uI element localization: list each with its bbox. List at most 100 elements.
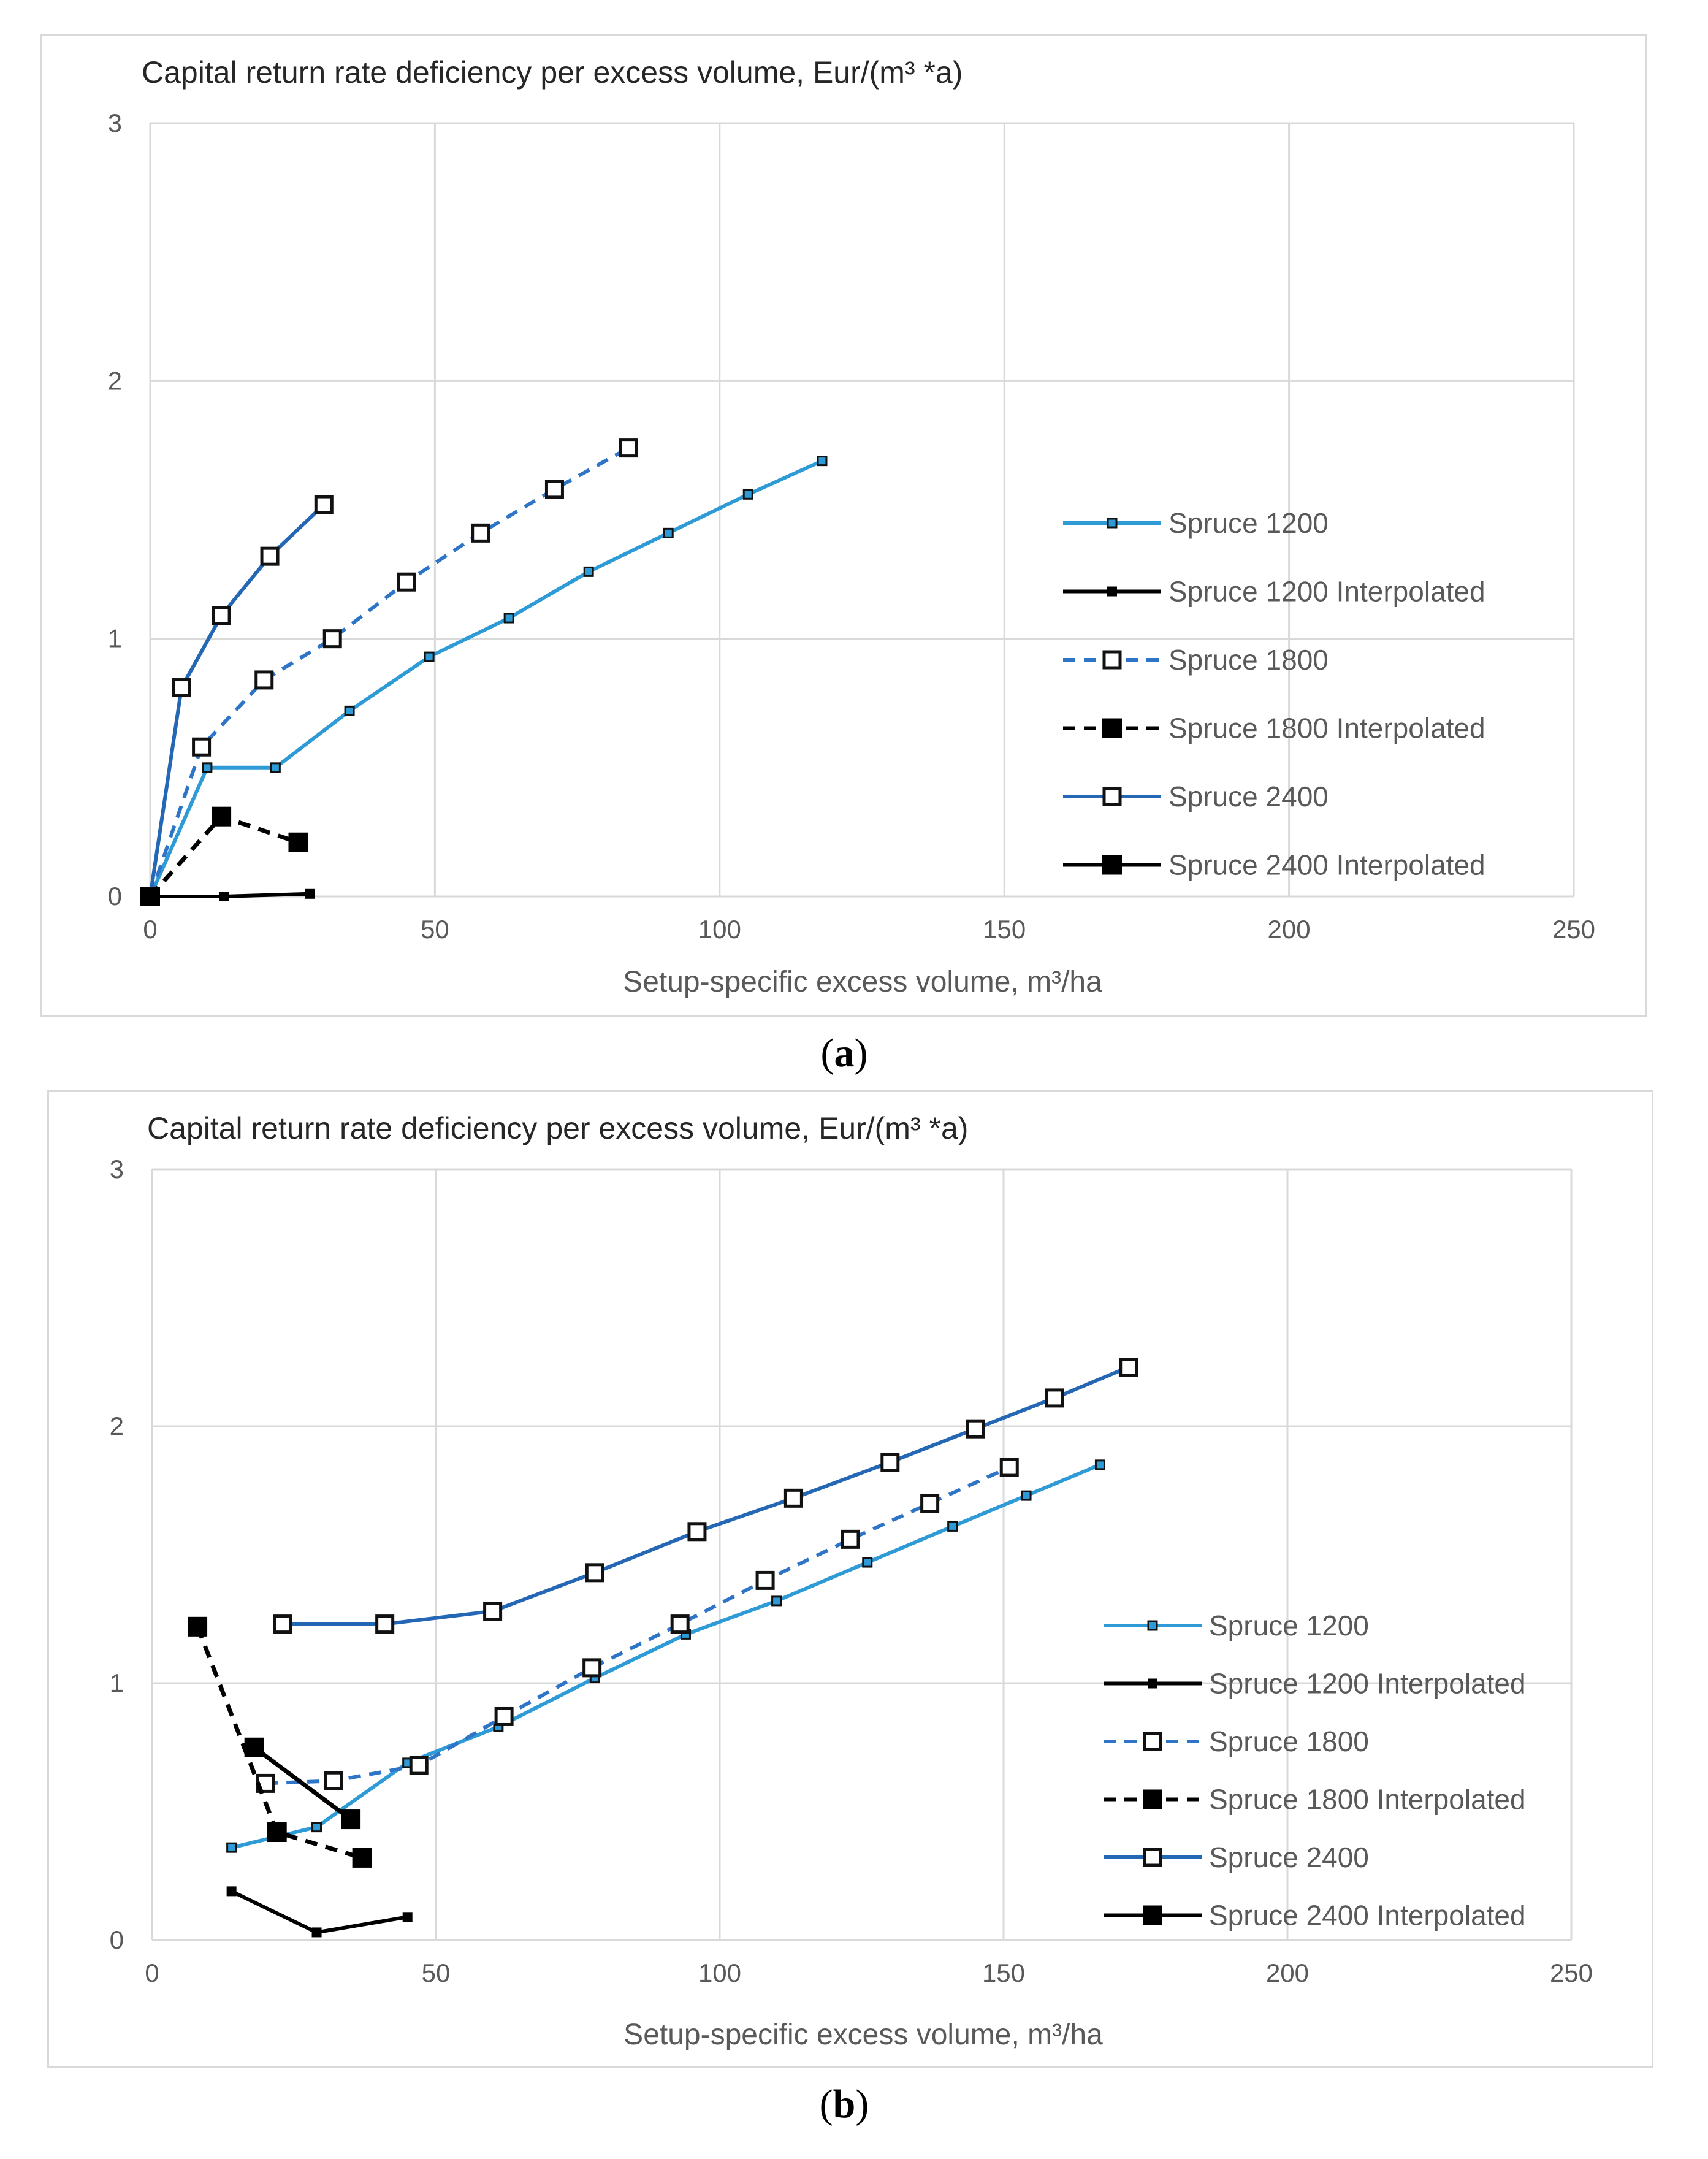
series-spruce-2400-interpolated <box>140 887 160 906</box>
data-point <box>783 1488 803 1508</box>
data-point <box>1102 650 1122 670</box>
legend: Spruce 1200 Spruce 1200 Interpolated Spruc… <box>1063 507 1485 881</box>
series-layer <box>188 1358 1138 1938</box>
legend-label: Spruce 1200 <box>1209 1610 1369 1641</box>
data-point <box>375 1614 395 1634</box>
series-spruce-1200-interpolated <box>226 1886 413 1938</box>
data-point <box>582 1658 602 1678</box>
series-spruce-1200 <box>145 456 828 902</box>
legend-item: Spruce 2400 <box>1063 781 1329 812</box>
data-point <box>544 480 564 499</box>
data-point <box>311 1927 322 1938</box>
chart-title: Capital return rate deficiency per exces… <box>147 1111 969 1145</box>
x-tick-label: 100 <box>698 915 741 944</box>
grid <box>149 122 1575 898</box>
data-point <box>503 613 514 624</box>
data-point <box>687 1522 707 1542</box>
data-point <box>188 1616 208 1637</box>
data-point <box>619 438 638 458</box>
data-point <box>341 1809 361 1830</box>
data-point <box>1102 787 1122 806</box>
x-tick-label: 50 <box>421 915 449 944</box>
data-point <box>999 1458 1019 1477</box>
legend-label: Spruce 1800 <box>1169 644 1329 676</box>
y-tick-label: 1 <box>108 624 122 653</box>
data-point <box>352 1848 372 1868</box>
data-point <box>585 1563 604 1583</box>
legend-item: Spruce 2400 Interpolated <box>1104 1900 1526 1932</box>
data-point <box>1119 1358 1138 1377</box>
legend-label: Spruce 1200 <box>1169 507 1329 539</box>
x-tick-label: 50 <box>422 1958 451 1987</box>
legend-label: Spruce 1800 Interpolated <box>1209 1784 1526 1816</box>
data-point <box>322 629 342 649</box>
axis-ticks: 0 50 100 150 200 250 0 1 2 3 <box>110 1155 1593 1987</box>
data-point <box>1143 1732 1162 1751</box>
data-point <box>1102 855 1122 875</box>
data-point <box>226 1886 237 1897</box>
legend-item: Spruce 1800 <box>1063 644 1329 676</box>
data-point <box>212 806 232 827</box>
axis-ticks: 0 50 100 150 200 250 0 1 2 3 <box>108 109 1595 944</box>
data-point <box>254 670 274 690</box>
data-point <box>947 1521 958 1532</box>
x-tick-label: 200 <box>1266 1958 1309 1987</box>
data-point <box>226 1842 237 1853</box>
legend: Spruce 1200 Spruce 1200 Interpolated Spruc… <box>1104 1610 1526 1932</box>
data-point <box>1107 518 1118 529</box>
data-point <box>1021 1490 1032 1501</box>
legend-label: Spruce 1800 <box>1209 1725 1369 1757</box>
data-point <box>817 456 828 467</box>
data-point <box>1148 1678 1157 1689</box>
legend-label: Spruce 1800 Interpolated <box>1169 713 1485 744</box>
panel-label-open: ( <box>820 1031 834 1076</box>
panel-label-close: ) <box>854 1031 868 1076</box>
series-spruce-2400-interpolated <box>244 1737 361 1830</box>
series-spruce-1200 <box>226 1459 1105 1853</box>
y-tick-label: 3 <box>108 109 122 137</box>
series-line <box>231 1889 408 1935</box>
data-point <box>324 1771 343 1790</box>
series-line <box>148 459 823 898</box>
data-point <box>841 1529 860 1549</box>
data-point <box>212 606 231 625</box>
x-tick-label: 150 <box>983 915 1026 944</box>
data-point <box>219 892 229 901</box>
panel-label-open: ( <box>819 2082 833 2127</box>
data-point <box>880 1453 900 1472</box>
panel-label-letter: a <box>834 1031 855 1076</box>
data-point <box>311 1822 322 1833</box>
panel-label-letter: b <box>833 2082 856 2127</box>
data-point <box>1107 586 1117 597</box>
data-point <box>471 523 490 543</box>
data-point <box>920 1494 940 1513</box>
legend-label: Spruce 2400 <box>1169 781 1329 812</box>
y-tick-label: 2 <box>108 366 122 395</box>
legend-item: Spruce 1800 <box>1104 1725 1369 1757</box>
data-point <box>663 527 674 538</box>
data-point <box>424 651 435 662</box>
data-point <box>771 1595 782 1607</box>
legend-item: Spruce 1200 Interpolated <box>1063 576 1485 608</box>
panel-label-close: ) <box>855 2082 869 2127</box>
data-point <box>402 1912 413 1922</box>
data-point <box>260 546 280 566</box>
data-point <box>483 1602 503 1621</box>
legend-label: Spruce 1200 Interpolated <box>1209 1668 1526 1700</box>
data-point <box>1143 1789 1162 1809</box>
data-point <box>305 888 315 899</box>
legend-item: Spruce 2400 <box>1104 1841 1369 1873</box>
data-point <box>1143 1848 1162 1867</box>
series-layer <box>140 438 828 906</box>
data-point <box>344 705 355 716</box>
data-point <box>1045 1388 1064 1408</box>
chart-panel-a: Capital return rate deficiency per exces… <box>40 34 1647 1017</box>
series-spruce-1800 <box>256 1458 1019 1793</box>
data-point <box>583 566 594 577</box>
data-point <box>202 762 213 773</box>
x-tick-label: 0 <box>145 1958 159 1987</box>
data-point <box>244 1737 264 1757</box>
data-point <box>1143 1905 1162 1925</box>
series-spruce-2400 <box>273 1358 1138 1634</box>
